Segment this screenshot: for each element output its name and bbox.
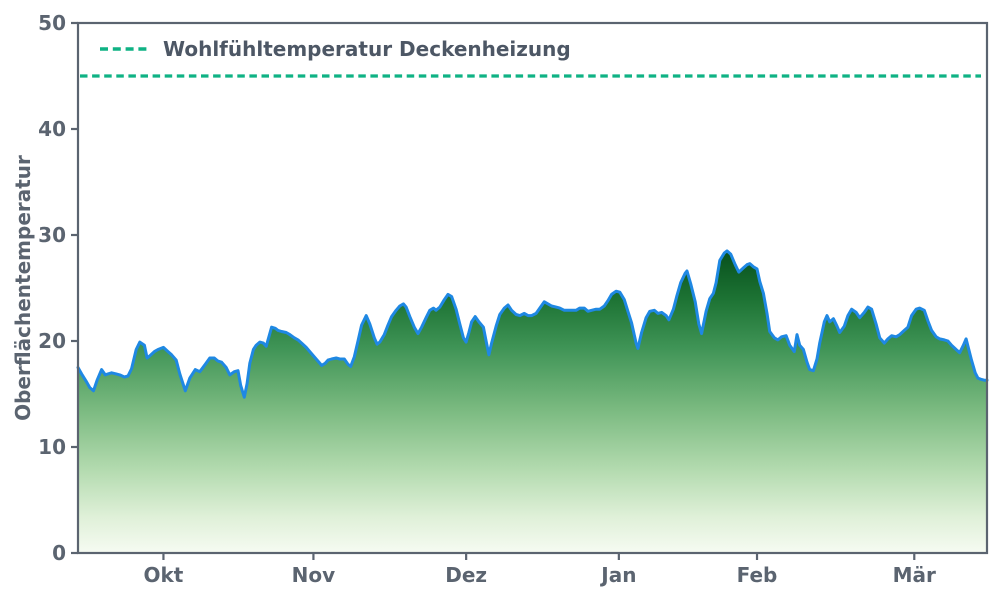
plot-border: [76, 21, 989, 555]
x-tick-label: Feb: [737, 563, 778, 587]
x-tick-label: Dez: [445, 563, 487, 587]
x-tick-label: Okt: [144, 563, 184, 587]
x-tick-label: Nov: [292, 563, 336, 587]
y-tick-label: 0: [52, 541, 66, 565]
y-tick-label: 20: [38, 329, 66, 353]
temperature-area: [78, 250, 987, 553]
y-tick-label: 40: [38, 117, 66, 141]
y-axis-title: Oberflächentemperatur: [11, 155, 35, 421]
y-tick-label: 30: [38, 223, 66, 247]
legend-label: Wohlfühltemperatur Deckenheizung: [163, 37, 571, 61]
y-axis: 0 10 20 30 40 50: [38, 11, 78, 565]
x-tick-label: Jan: [599, 563, 636, 587]
x-axis: Okt Nov Dez Jan Feb Mär: [144, 553, 936, 587]
legend: Wohlfühltemperatur Deckenheizung: [100, 37, 571, 61]
temperature-line: [76, 249, 989, 399]
x-tick-label: Mär: [893, 563, 936, 587]
y-tick-label: 10: [38, 435, 66, 459]
y-tick-label: 50: [38, 11, 66, 35]
